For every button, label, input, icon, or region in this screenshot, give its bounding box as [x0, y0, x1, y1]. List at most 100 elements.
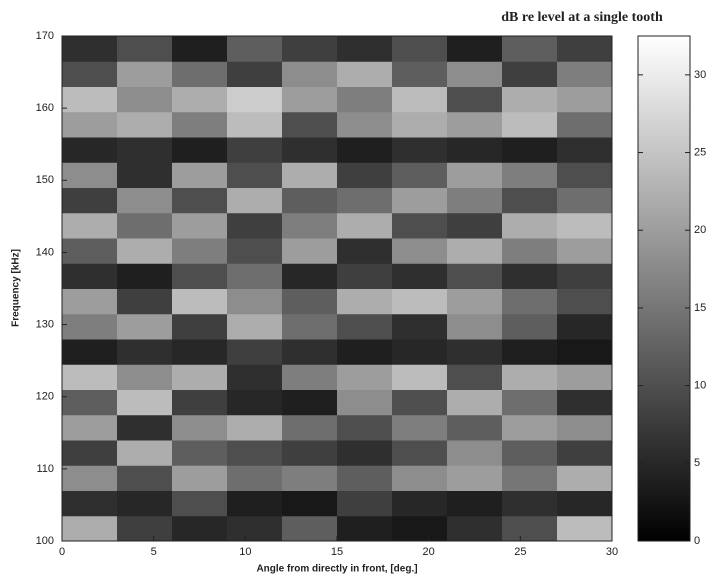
heat-cell	[62, 263, 118, 289]
heat-cell	[227, 87, 283, 113]
heat-cell	[557, 112, 613, 138]
heat-cell	[62, 465, 118, 491]
heat-cell	[447, 314, 503, 340]
heat-cell	[62, 314, 118, 340]
heat-cell	[172, 213, 228, 239]
heat-cell	[337, 36, 393, 62]
heat-cell	[337, 87, 393, 113]
heat-cell	[172, 112, 228, 138]
heat-cell	[557, 87, 613, 113]
heat-cell	[117, 162, 173, 188]
heat-cell	[172, 188, 228, 214]
y-tick-label: 170	[36, 30, 54, 42]
heatmap	[62, 36, 613, 542]
heat-cell	[117, 339, 173, 365]
heat-cell	[557, 390, 613, 416]
heat-cell	[392, 440, 448, 466]
heat-cell	[337, 162, 393, 188]
heat-cell	[62, 112, 118, 138]
heat-cell	[447, 188, 503, 214]
page: {"chart_data": {"type": "heatmap", "titl…	[0, 0, 713, 577]
heat-cell	[337, 238, 393, 264]
heat-cell	[557, 314, 613, 340]
heat-cell	[392, 87, 448, 113]
heat-cell	[227, 491, 283, 517]
heat-cell	[447, 440, 503, 466]
heat-cell	[117, 390, 173, 416]
heat-cell	[557, 465, 613, 491]
heat-cell	[172, 289, 228, 315]
x-tick-label: 0	[59, 546, 65, 558]
heat-cell	[392, 516, 448, 542]
heat-cell	[172, 314, 228, 340]
heat-cell	[62, 491, 118, 517]
heat-cell	[62, 61, 118, 87]
heat-cell	[392, 314, 448, 340]
heat-cell	[172, 263, 228, 289]
heat-cell	[117, 112, 173, 138]
heat-cell	[172, 339, 228, 365]
colorbar-tick-label: 0	[694, 535, 700, 547]
heat-cell	[172, 137, 228, 163]
heat-cell	[227, 263, 283, 289]
heat-cell	[172, 36, 228, 62]
y-tick-label: 100	[36, 535, 54, 547]
colorbar-tick-label: 15	[694, 302, 706, 314]
heat-cell	[447, 491, 503, 517]
heat-cell	[502, 112, 558, 138]
heat-cell	[117, 314, 173, 340]
heat-cell	[502, 87, 558, 113]
heat-cell	[447, 263, 503, 289]
heat-cell	[502, 162, 558, 188]
heat-cell	[502, 516, 558, 542]
heat-cell	[557, 238, 613, 264]
heat-cell	[227, 364, 283, 390]
heat-cell	[447, 339, 503, 365]
x-tick-label: 20	[423, 546, 435, 558]
heat-cell	[172, 465, 228, 491]
heat-cell	[557, 162, 613, 188]
x-tick-label: 30	[606, 546, 618, 558]
heat-cell	[502, 213, 558, 239]
heat-cell	[117, 440, 173, 466]
heat-cell	[337, 415, 393, 441]
heat-cell	[227, 36, 283, 62]
heat-cell	[62, 390, 118, 416]
heat-cell	[172, 238, 228, 264]
heat-cell	[172, 87, 228, 113]
heat-cell	[447, 137, 503, 163]
heat-cell	[337, 213, 393, 239]
heat-cell	[337, 339, 393, 365]
heat-cell	[62, 36, 118, 62]
heat-cell	[337, 440, 393, 466]
heat-cell	[282, 188, 338, 214]
heat-cell	[337, 61, 393, 87]
heat-cell	[117, 87, 173, 113]
heat-cell	[447, 415, 503, 441]
y-tick-label: 120	[36, 391, 54, 403]
heat-cell	[337, 390, 393, 416]
heat-cell	[337, 491, 393, 517]
heat-cell	[117, 137, 173, 163]
heat-cell	[227, 137, 283, 163]
heat-cell	[392, 491, 448, 517]
heat-cell	[447, 364, 503, 390]
y-tick-label: 150	[36, 174, 54, 186]
heat-cell	[117, 415, 173, 441]
heat-cell	[447, 162, 503, 188]
heat-cell	[392, 112, 448, 138]
heat-cell	[227, 61, 283, 87]
heat-cell	[62, 188, 118, 214]
heat-cell	[117, 263, 173, 289]
heat-cell	[282, 314, 338, 340]
heat-cell	[447, 465, 503, 491]
heat-cell	[282, 440, 338, 466]
heat-cell	[62, 213, 118, 239]
heat-cell	[502, 289, 558, 315]
heat-cell	[282, 465, 338, 491]
heat-cell	[447, 112, 503, 138]
heat-cell	[392, 61, 448, 87]
colorbar	[638, 36, 690, 541]
heat-cell	[392, 162, 448, 188]
heat-cell	[447, 390, 503, 416]
